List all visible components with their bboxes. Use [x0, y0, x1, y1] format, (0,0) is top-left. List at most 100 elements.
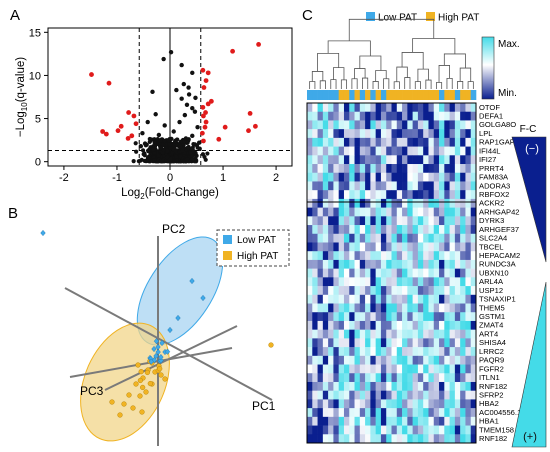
heatmap-cell: [370, 399, 376, 409]
heatmap-cell: [412, 399, 419, 409]
heatmap-cell: [396, 111, 403, 121]
heatmap-cell: [460, 190, 466, 200]
heatmap-cell: [386, 320, 392, 330]
heatmap-cell: [439, 347, 445, 357]
sample-group-cell: [380, 90, 387, 100]
heatmap-cell: [338, 225, 345, 235]
heatmap-cell: [312, 268, 318, 278]
heatmap-cell: [365, 381, 371, 391]
heatmap-cell: [343, 233, 350, 243]
heatmap-cell: [439, 373, 445, 383]
heatmap-cell: [317, 181, 324, 191]
heatmap-cell: [328, 259, 334, 269]
heatmap-cell: [312, 111, 318, 121]
heatmap-cell: [444, 155, 450, 165]
heatmap-cell: [333, 181, 339, 191]
heatmap-cell: [460, 251, 466, 261]
sample-group-cell: [307, 90, 313, 100]
heatmap-cell: [460, 364, 466, 374]
heatmap-cell: [375, 434, 382, 444]
gene-label: UBXN10: [479, 268, 509, 277]
heatmap-cell: [465, 103, 472, 113]
heatmap-cell: [396, 268, 403, 278]
heatmap-cell: [449, 103, 456, 113]
heatmap-cell: [312, 251, 318, 261]
heatmap-cell: [354, 225, 361, 235]
heatmap-cell: [370, 155, 376, 165]
heatmap-cell: [407, 364, 413, 374]
sample-group-bar: [307, 90, 477, 100]
heatmap-cell: [380, 286, 387, 296]
heatmap-cell: [322, 373, 329, 383]
heatmap-cell: [449, 233, 456, 243]
volcano-point: [196, 140, 202, 145]
heatmap-cell: [470, 425, 477, 435]
heatmap-cell: [354, 294, 361, 304]
dendrogram-branch: [404, 77, 411, 89]
heatmap-cell: [386, 294, 392, 304]
heatmap-cell: [439, 146, 445, 156]
heatmap-cell: [412, 355, 419, 365]
volcano-significant-point: [201, 138, 206, 144]
volcano-y-axis-label: −Log10(q-value): [15, 57, 29, 137]
heatmap-cell: [460, 233, 466, 243]
volcano-significant-point: [203, 78, 209, 84]
heatmap-cell: [338, 259, 345, 269]
heatmap-cell: [407, 338, 413, 348]
heatmap-cell: [391, 129, 398, 139]
heatmap-cell: [386, 268, 392, 278]
heatmap-cell: [375, 207, 382, 217]
heatmap-cell: [402, 338, 408, 348]
heatmap-cell: [349, 120, 355, 130]
heatmap-cell: [470, 294, 477, 304]
heatmap-cell: [343, 329, 350, 339]
heatmap-cell: [396, 233, 403, 243]
heatmap-cell: [359, 416, 366, 426]
heatmap-cell: [307, 103, 313, 113]
heatmap-cell: [333, 320, 339, 330]
heatmap-cell: [417, 103, 424, 113]
heatmap-cell: [370, 312, 376, 322]
heatmap-cell: [402, 355, 408, 365]
volcano-x-axis-label: Log2(Fold-Change): [121, 187, 219, 201]
heatmap-cell: [428, 155, 435, 165]
heatmap-cell: [470, 373, 477, 383]
heatmap-cell: [417, 408, 424, 418]
heatmap-cell: [328, 111, 334, 121]
heatmap-cell: [465, 164, 472, 174]
dendrogram-branch: [372, 81, 379, 89]
volcano-point: [167, 142, 173, 147]
heatmap-cell: [460, 268, 466, 278]
heatmap-cell: [465, 390, 472, 400]
heatmap-cell: [343, 373, 350, 383]
volcano-point: [162, 139, 167, 144]
heatmap-cell: [333, 155, 339, 165]
heatmap-cell: [444, 381, 450, 391]
heatmap-cell: [423, 294, 429, 304]
heatmap-cell: [449, 408, 456, 418]
heatmap-cell: [460, 164, 466, 174]
heatmap-cell: [333, 329, 339, 339]
heatmap-cell: [439, 399, 445, 409]
gene-label: LPL: [479, 129, 493, 138]
heatmap-cell: [386, 364, 392, 374]
sample-group-cell: [402, 90, 408, 100]
heatmap-cell: [428, 399, 435, 409]
heatmap-cell: [407, 225, 413, 235]
heatmap-cell: [375, 320, 382, 330]
heatmap-cell: [370, 111, 376, 121]
sample-group-cell: [375, 90, 382, 100]
heatmap-cell: [428, 146, 435, 156]
heatmap-cell: [470, 338, 477, 348]
heatmap-cell: [354, 277, 361, 287]
heatmap-cell: [343, 277, 350, 287]
heatmap-cell: [365, 277, 371, 287]
heatmap-cell: [307, 172, 313, 182]
heatmap-cell: [465, 172, 472, 182]
heatmap-cell: [370, 146, 376, 156]
heatmap-cell: [386, 120, 392, 130]
low-pat-point: [153, 338, 160, 345]
heatmap-cell: [328, 355, 334, 365]
dendrogram-branch: [333, 67, 345, 80]
heatmap-cell: [407, 190, 413, 200]
